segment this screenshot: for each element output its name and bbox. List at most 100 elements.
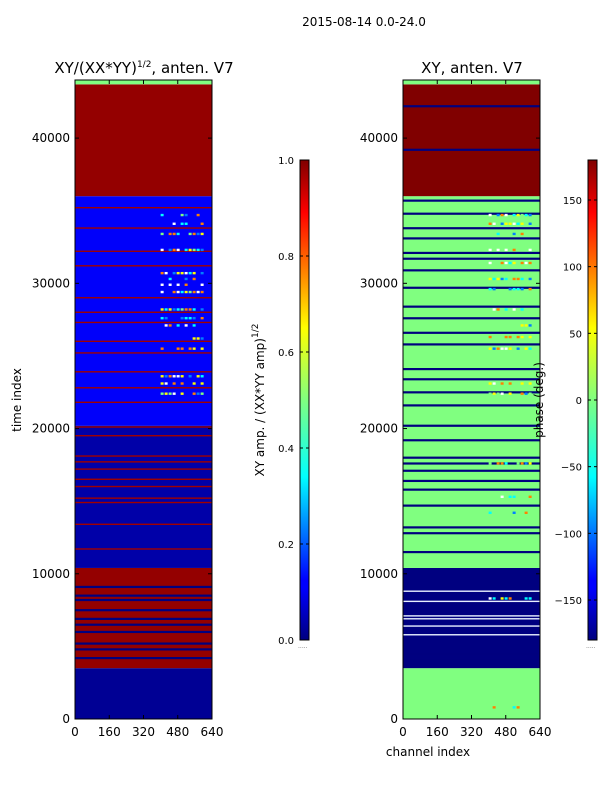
colorbar-tick-label: 100 bbox=[563, 263, 582, 274]
heat-line bbox=[403, 600, 540, 603]
colorbar1-dots: ..... bbox=[298, 643, 308, 650]
panel2-ticks: 0 160 320 480 640 0 10000 20000 30000 40000 bbox=[360, 80, 551, 739]
heat-line bbox=[403, 662, 540, 666]
heat-speck bbox=[160, 316, 164, 320]
heat-line bbox=[75, 657, 212, 660]
heat-speck bbox=[160, 271, 164, 275]
x-tick-label: 160 bbox=[426, 725, 449, 739]
colorbar1-ticks: 0.0 0.2 0.4 0.6 0.8 1.0 bbox=[278, 156, 309, 647]
heat-speck bbox=[200, 347, 204, 350]
heat-line bbox=[403, 590, 540, 592]
panel1-ticks: 0 160 320 480 640 0 10000 20000 30000 40000 bbox=[32, 80, 223, 739]
colorbar-tick-label: 1.0 bbox=[278, 156, 294, 167]
heat-line bbox=[75, 468, 212, 470]
colorbar-tick-label: 0.0 bbox=[278, 636, 294, 647]
heat-speck bbox=[160, 392, 164, 395]
heat-speck bbox=[508, 382, 512, 385]
heat-speck bbox=[524, 511, 528, 514]
heat-speck bbox=[168, 248, 172, 252]
heat-speck bbox=[200, 375, 204, 378]
heat-line bbox=[75, 435, 212, 437]
heat-line bbox=[75, 426, 212, 428]
heat-line bbox=[75, 207, 212, 209]
heat-band bbox=[75, 196, 212, 426]
heat-speck bbox=[160, 232, 164, 236]
heat-speck bbox=[528, 213, 532, 217]
heat-line bbox=[403, 615, 540, 617]
heat-speck bbox=[200, 316, 204, 320]
heat-speck bbox=[504, 706, 508, 709]
heat-speck bbox=[180, 347, 184, 350]
heat-speck bbox=[168, 308, 172, 311]
x-tick-label: 480 bbox=[494, 725, 517, 739]
heat-line bbox=[75, 340, 212, 343]
heat-speck bbox=[180, 392, 184, 395]
heat-line bbox=[75, 485, 212, 488]
heat-speck bbox=[192, 337, 196, 340]
heat-speck bbox=[200, 248, 204, 252]
heat-speck bbox=[528, 495, 532, 499]
heat-speck bbox=[164, 392, 168, 395]
heat-line bbox=[403, 634, 540, 636]
colorbar1-label-sup: 1/2 bbox=[251, 324, 261, 338]
heat-line bbox=[403, 658, 540, 661]
heat-speck bbox=[500, 392, 504, 395]
heat-speck bbox=[492, 347, 496, 350]
heat-speck bbox=[180, 375, 184, 378]
heat-speck bbox=[496, 392, 500, 395]
heat-speck bbox=[504, 335, 508, 339]
colorbar-phase: −150 −100 −50 0 50 100 150 phase (deg.) ..... bbox=[532, 159, 598, 650]
heat-speck bbox=[492, 392, 496, 395]
heat-speck bbox=[168, 232, 172, 236]
heat-speck bbox=[488, 287, 492, 291]
colorbar-tick-label: 50 bbox=[569, 329, 582, 340]
heat-speck bbox=[188, 248, 192, 252]
heat-line bbox=[403, 317, 540, 320]
panel2-xlabel: channel index bbox=[386, 745, 470, 759]
heat-speck bbox=[496, 347, 500, 350]
heat-speck bbox=[176, 283, 180, 286]
heat-band bbox=[75, 668, 212, 719]
heat-speck bbox=[512, 308, 516, 311]
y-tick-label: 40000 bbox=[32, 131, 70, 145]
heat-speck bbox=[172, 308, 176, 311]
heat-speck bbox=[192, 316, 196, 320]
heat-line bbox=[75, 523, 212, 525]
heat-line bbox=[75, 585, 212, 589]
heat-speck bbox=[192, 248, 196, 252]
heat-speck bbox=[192, 277, 196, 281]
heat-line bbox=[403, 488, 540, 491]
y-tick-label: 30000 bbox=[32, 276, 70, 290]
heat-speck bbox=[524, 261, 528, 265]
y-tick-label: 10000 bbox=[360, 567, 398, 581]
heat-speck bbox=[176, 347, 180, 350]
heat-speck bbox=[172, 290, 176, 294]
colorbar-amplitude: 0.0 0.2 0.4 0.6 0.8 1.0 XY amp. / (XX*YY amp)… bbox=[251, 156, 310, 650]
heat-speck bbox=[520, 335, 524, 339]
heat-speck bbox=[508, 222, 512, 225]
heat-speck bbox=[528, 462, 532, 465]
heat-speck bbox=[508, 335, 512, 339]
heat-speck bbox=[500, 261, 504, 265]
heat-speck bbox=[188, 232, 192, 236]
colorbar-tick-label: 150 bbox=[563, 196, 582, 207]
colorbar2-ticks: −150 −100 −50 0 50 100 150 bbox=[555, 196, 597, 607]
heat-speck bbox=[176, 232, 180, 236]
heat-speck bbox=[500, 213, 504, 217]
heat-speck bbox=[200, 271, 204, 275]
heat-speck bbox=[172, 375, 176, 378]
heat-line bbox=[403, 391, 540, 394]
heat-speck bbox=[508, 495, 512, 499]
colorbar1-label: XY amp. / (XX*YY amp)1/2 bbox=[251, 324, 267, 477]
panel1-title-sup: 1/2 bbox=[137, 60, 151, 70]
heat-speck bbox=[184, 290, 188, 294]
heat-speck bbox=[516, 347, 520, 350]
heat-line bbox=[75, 630, 212, 634]
heat-speck bbox=[528, 277, 532, 281]
heat-speck bbox=[488, 222, 492, 225]
heat-speck bbox=[488, 462, 492, 465]
heat-speck bbox=[188, 316, 192, 320]
heat-speck bbox=[512, 213, 516, 217]
heat-speck bbox=[172, 232, 176, 236]
